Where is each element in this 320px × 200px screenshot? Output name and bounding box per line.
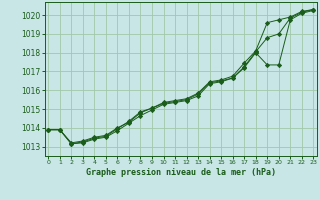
X-axis label: Graphe pression niveau de la mer (hPa): Graphe pression niveau de la mer (hPa) bbox=[86, 168, 276, 177]
